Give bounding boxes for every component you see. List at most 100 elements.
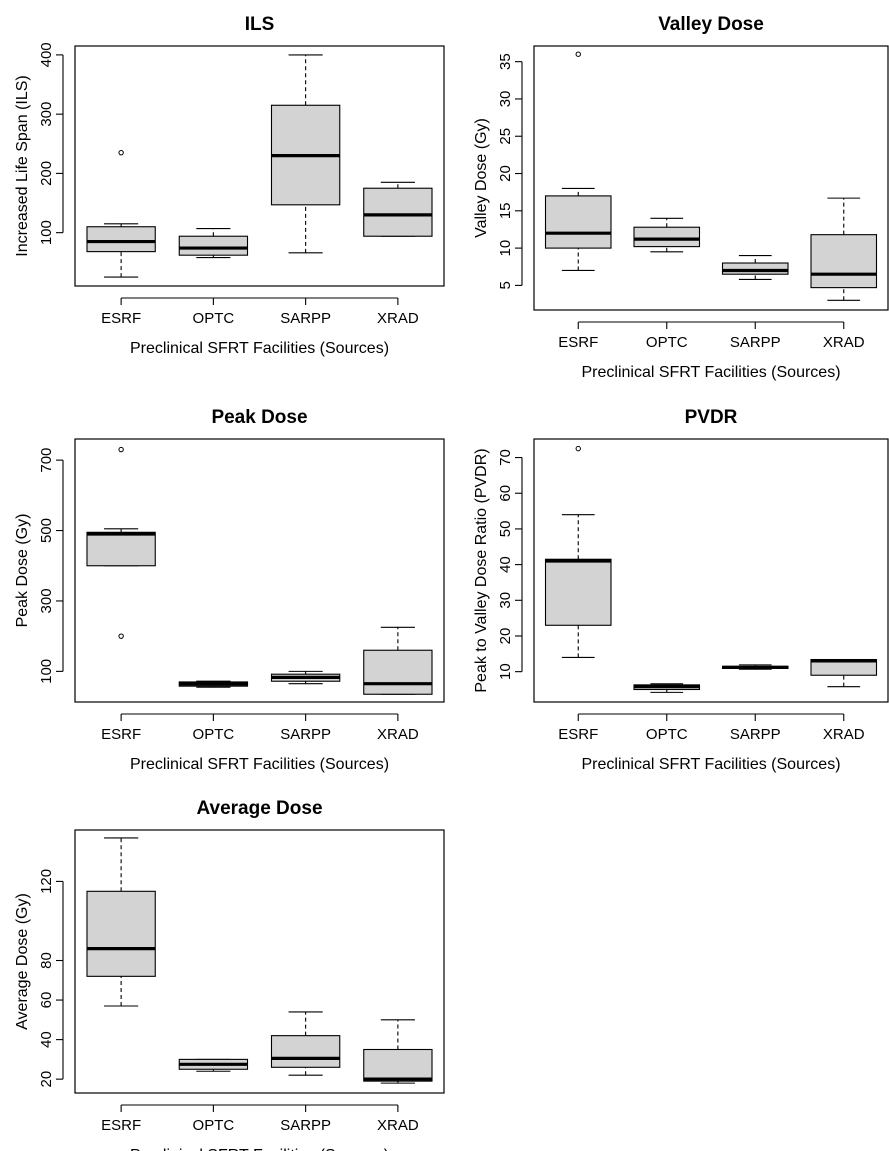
box-xrad	[810, 658, 878, 688]
box-iqr	[363, 1048, 433, 1082]
y-tick-label: 100	[38, 659, 55, 684]
outlier-point	[118, 633, 124, 639]
x-tick-label: OPTC	[193, 310, 235, 327]
box-optc	[178, 1058, 249, 1072]
y-tick-label: 30	[497, 91, 514, 108]
box-optc	[633, 217, 701, 253]
y-axis-label: Average Dose (Gy)	[14, 893, 31, 1030]
box-xrad	[363, 626, 433, 695]
x-tick-label: ESRF	[558, 334, 598, 351]
x-axis-label: Preclinical SFRT Facilities (Sources)	[130, 1147, 389, 1151]
y-tick-label: 10	[497, 663, 514, 680]
box-iqr	[363, 187, 433, 237]
y-tick-label: 20	[497, 165, 514, 182]
panel-title: Average Dose	[196, 798, 322, 819]
x-tick-label: OPTC	[193, 726, 235, 743]
x-tick-label: OPTC	[193, 1117, 235, 1134]
box-sarpp	[721, 255, 789, 280]
box-sarpp	[270, 1011, 341, 1076]
x-tick-label: XRAD	[377, 1117, 419, 1134]
x-axis-label: Preclinical SFRT Facilities (Sources)	[130, 756, 389, 773]
y-tick-label: 40	[38, 1031, 55, 1048]
y-tick-label: 5	[497, 281, 514, 289]
y-tick-label: 100	[38, 220, 55, 245]
panel-title: Valley Dose	[658, 14, 764, 35]
x-tick-label: ESRF	[101, 1117, 141, 1134]
box-iqr	[810, 234, 878, 289]
box-iqr	[86, 890, 156, 977]
y-tick-label: 40	[497, 556, 514, 573]
chart-panel-4: PVDR ESRF OPTC SARPP XRAD Preclinical SFRT Fa…	[473, 407, 889, 773]
plot-frame	[74, 45, 445, 287]
y-tick-label: 15	[497, 202, 514, 219]
x-axis-label: Preclinical SFRT Facilities (Sources)	[581, 364, 840, 381]
y-tick-label: 35	[497, 53, 514, 70]
box-sarpp	[270, 670, 341, 685]
x-tick-label: SARPP	[280, 726, 331, 743]
y-tick-label: 700	[38, 448, 55, 473]
box-xrad	[363, 1019, 433, 1084]
y-axis-label: Valley Dose (Gy)	[473, 118, 490, 238]
y-tick-label: 80	[38, 952, 55, 969]
y-tick-label: 300	[38, 102, 55, 127]
chart-panel-1: ILS ESRF OPTC SARPP XRAD Preclinical SFRT Fac…	[14, 14, 445, 357]
x-tick-label: XRAD	[377, 726, 419, 743]
box-optc	[178, 680, 249, 688]
box-iqr	[270, 1035, 341, 1068]
y-tick-label: 10	[497, 240, 514, 257]
box-iqr	[721, 262, 789, 275]
box-optc	[633, 683, 701, 693]
box-xrad	[810, 197, 878, 301]
plot-frame	[533, 45, 889, 311]
x-axis-label: Preclinical SFRT Facilities (Sources)	[130, 340, 389, 357]
box-esrf	[544, 51, 612, 272]
x-tick-label: ESRF	[101, 310, 141, 327]
y-tick-label: 200	[38, 161, 55, 186]
x-tick-label: SARPP	[730, 334, 781, 351]
y-tick-label: 500	[38, 518, 55, 543]
box-iqr	[633, 226, 701, 248]
box-iqr	[86, 226, 156, 253]
x-tick-label: OPTC	[646, 726, 688, 743]
x-tick-label: XRAD	[823, 334, 865, 351]
box-sarpp	[270, 54, 341, 254]
x-tick-label: SARPP	[280, 310, 331, 327]
panel-title: PVDR	[685, 407, 738, 428]
y-axis-label: Peak Dose (Gy)	[14, 514, 31, 628]
box-optc	[178, 227, 249, 259]
x-tick-label: SARPP	[730, 726, 781, 743]
chart-panel-5: Average Dose ESRF OPTC SARPP XRAD Preclinical…	[14, 798, 445, 1151]
box-iqr	[544, 195, 612, 249]
y-tick-label: 70	[497, 449, 514, 466]
y-tick-label: 50	[497, 521, 514, 538]
x-tick-label: SARPP	[280, 1117, 331, 1134]
x-tick-label: ESRF	[558, 726, 598, 743]
box-esrf	[86, 446, 156, 639]
y-tick-label: 300	[38, 588, 55, 613]
plot-frame	[533, 438, 889, 703]
x-tick-label: XRAD	[377, 310, 419, 327]
chart-panel-3: Peak Dose ESRF OPTC SARPP XRAD Preclinical SF…	[14, 407, 445, 773]
x-tick-label: OPTC	[646, 334, 688, 351]
y-tick-label: 25	[497, 128, 514, 145]
box-xrad	[363, 181, 433, 237]
y-tick-label: 30	[497, 592, 514, 609]
outlier-point	[575, 51, 581, 57]
panel-title: Peak Dose	[211, 407, 307, 428]
box-iqr	[86, 531, 156, 567]
plot-frame	[74, 438, 445, 703]
box-esrf	[86, 837, 156, 1007]
outlier-point	[118, 446, 124, 453]
y-tick-label: 60	[497, 485, 514, 502]
box-esrf	[544, 445, 612, 658]
box-sarpp	[721, 664, 789, 670]
outlier-point	[118, 149, 124, 156]
panel-title: ILS	[245, 14, 275, 35]
y-tick-label: 120	[38, 869, 55, 894]
y-tick-label: 400	[38, 42, 55, 67]
x-tick-label: XRAD	[823, 726, 865, 743]
x-tick-label: ESRF	[101, 726, 141, 743]
outlier-point	[575, 445, 581, 452]
y-tick-label: 20	[38, 1071, 55, 1088]
